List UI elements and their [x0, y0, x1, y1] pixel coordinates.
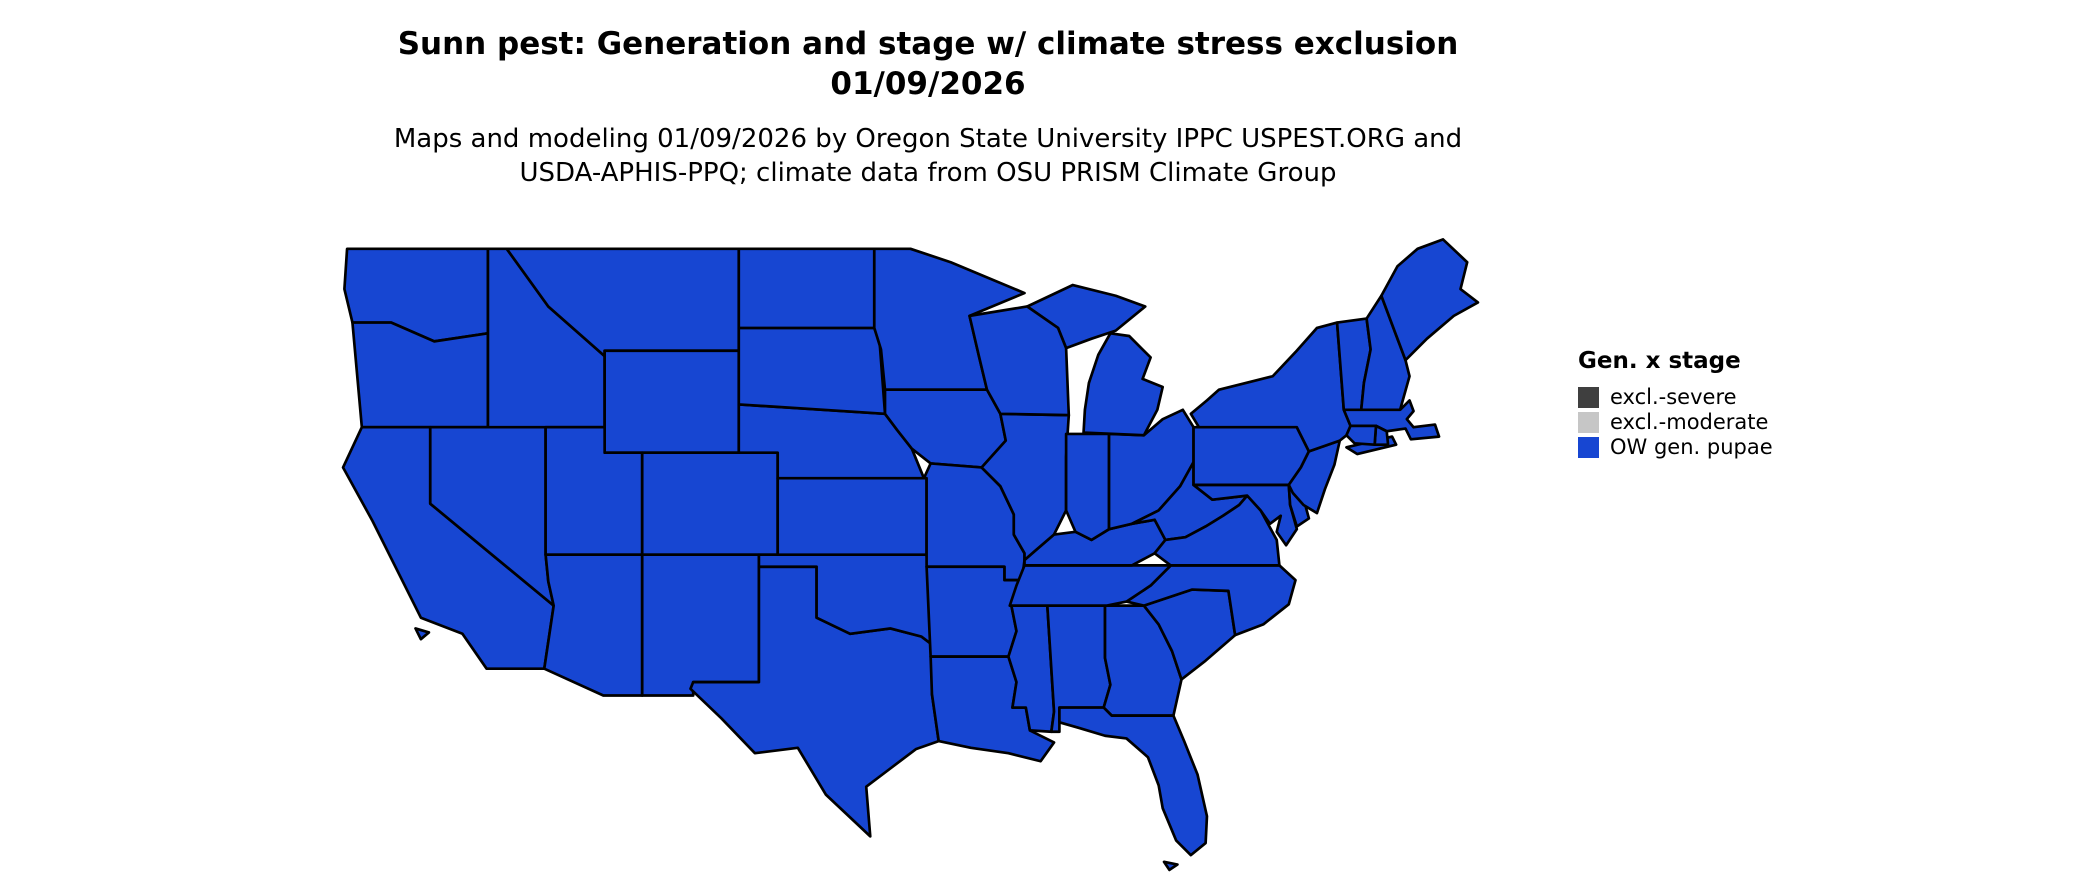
state-nm [640, 553, 761, 697]
legend-item-ow-gen-pupae: OW gen. pupae [1578, 437, 1773, 458]
legend-title: Gen. x stage [1578, 348, 1741, 374]
legend-swatch-ow-gen-pupae [1578, 437, 1599, 458]
legend-item-excl-moderate: excl.-moderate [1578, 412, 1773, 433]
legend-label-excl-severe: excl.-severe [1610, 385, 1737, 409]
state-va [1153, 494, 1281, 567]
state-nd [737, 247, 876, 330]
state-wi [968, 305, 1071, 417]
figure-title: Sunn pest: Generation and stage w/ clima… [397, 26, 1459, 62]
state-mi-lower [1082, 331, 1165, 437]
state-co [640, 451, 780, 557]
legend: Gen. x stage excl.-severe excl.-moderate… [1578, 348, 1773, 462]
state-ar [925, 565, 1024, 658]
state-pa [1192, 425, 1311, 487]
figure-subtitle-line2: USDA-APHIS-PPQ; climate data from OSU PR… [519, 158, 1337, 188]
state-or [351, 321, 490, 429]
legend-swatch-excl-moderate [1578, 412, 1599, 433]
figure-title-date: 01/09/2026 [830, 66, 1026, 102]
legend-label-excl-moderate: excl.-moderate [1610, 410, 1769, 434]
legend-swatch-excl-severe [1578, 387, 1599, 408]
legend-item-excl-severe: excl.-severe [1578, 387, 1773, 408]
figure-header: Sunn pest: Generation and stage w/ clima… [0, 24, 1856, 190]
state-ks [776, 476, 928, 557]
figure-subtitle-line1: Maps and modeling 01/09/2026 by Oregon S… [393, 124, 1463, 154]
state-sd [737, 326, 887, 416]
state-tn [1008, 564, 1173, 607]
figure-subtitle: Maps and modeling 01/09/2026 by Oregon S… [0, 122, 1856, 190]
legend-label-ow-gen-pupae: OW gen. pupae [1610, 435, 1773, 459]
florida-keys [1162, 860, 1179, 872]
state-fl [1058, 706, 1209, 857]
state-az [542, 553, 644, 697]
state-ct [1345, 424, 1378, 446]
state-nj [1287, 439, 1342, 515]
state-me [1380, 238, 1480, 362]
us-states-layer [341, 238, 1480, 872]
us-map [341, 238, 1480, 872]
state-wy [603, 349, 741, 455]
channel-islands [414, 627, 431, 641]
state-in [1064, 432, 1111, 542]
